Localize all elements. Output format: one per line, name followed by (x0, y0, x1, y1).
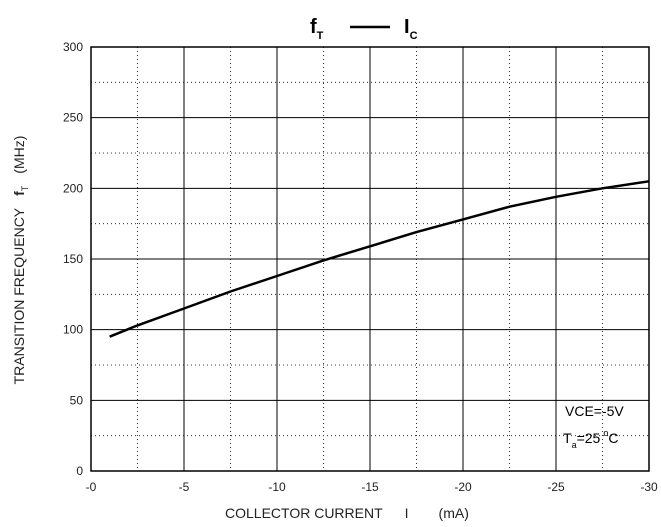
x-tick-label: -0 (86, 480, 97, 494)
y-tick-label: 250 (63, 111, 83, 125)
annotation-vce: VCE=-5V (565, 403, 624, 419)
x-tick-label: -30 (640, 480, 658, 494)
plot-frame (90, 46, 650, 472)
y-tick-label: 300 (63, 40, 83, 54)
annotation-ta: Ta=25 oC (563, 428, 618, 450)
annotation-ta-unit: C (608, 430, 618, 446)
y-tick-label: 100 (63, 323, 83, 337)
chart-title: fT (310, 16, 324, 42)
annotation-ta-degree: o (603, 428, 608, 438)
title-right-subscript: C (410, 30, 418, 42)
title-left-subscript: T (317, 30, 324, 42)
x-tick-labels: -0 -5 -10 -15 -20 -25 -30 (86, 480, 658, 494)
y-axis-label: TRANSITION FREQUENCY fT (MHz) (11, 136, 30, 385)
x-axis-label-symbol: I (405, 505, 409, 521)
x-tick-label: -20 (454, 480, 472, 494)
x-axis-label: COLLECTOR CURRENT I (mA) (225, 505, 469, 521)
y-axis-label-symbol: f (11, 191, 27, 196)
annotation-ta-symbol: T (563, 430, 572, 446)
x-tick-label: -5 (179, 480, 190, 494)
y-axis-label-subscript: T (20, 185, 30, 191)
x-tick-label: -10 (268, 480, 286, 494)
title-right-symbol: I (404, 16, 410, 38)
y-tick-label: 150 (63, 252, 83, 266)
series-line (109, 180, 650, 338)
annotation-ta-value: =25 (577, 430, 601, 446)
y-tick-label: 50 (70, 393, 84, 407)
chart-title-right: IC (404, 16, 418, 42)
x-tick-label: -15 (361, 480, 379, 494)
y-axis-label-unit: (MHz) (11, 136, 27, 174)
y-tick-label: 200 (63, 181, 83, 195)
x-axis-label-unit: (mA) (439, 505, 469, 521)
annotation-ta-subscript: a (572, 440, 577, 450)
title-left-symbol: f (310, 16, 317, 38)
y-tick-label: 0 (76, 464, 83, 478)
x-axis-label-text: COLLECTOR CURRENT (225, 505, 383, 521)
x-tick-label: -25 (547, 480, 565, 494)
y-axis-label-text: TRANSITION FREQUENCY (11, 207, 27, 384)
y-tick-labels: 0 50 100 150 200 250 300 (63, 40, 83, 478)
